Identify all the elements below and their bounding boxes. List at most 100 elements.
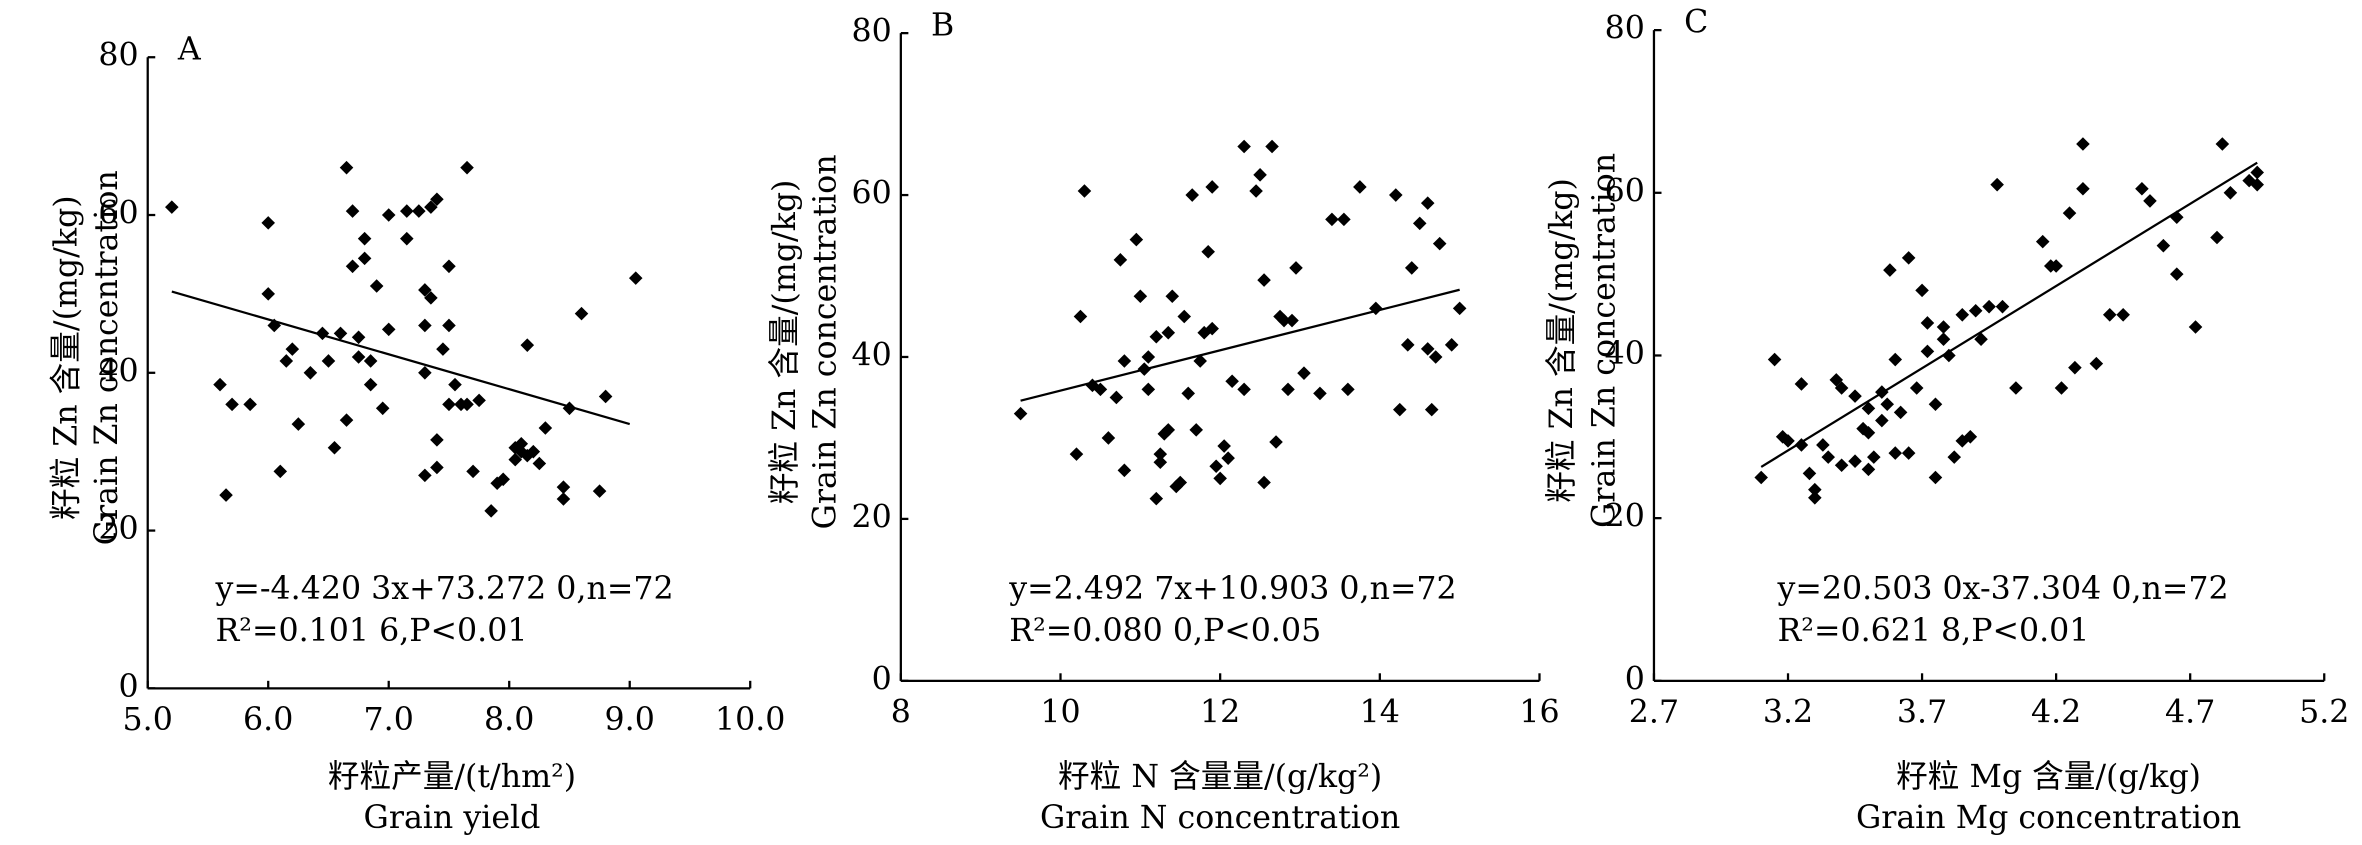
trend-line [1760,161,2258,468]
point [1213,471,1227,486]
point [2068,360,2082,375]
point [1808,491,1822,505]
point [339,413,354,427]
point [400,204,414,218]
point [1982,299,1996,314]
point [1816,438,1830,452]
point [1013,406,1028,421]
point [418,318,432,333]
point [1990,177,2004,192]
point [357,251,372,266]
point [1205,180,1219,194]
point [2188,320,2203,334]
point [1968,303,1983,318]
y-axis-label: Grain Zn concentration [89,170,125,545]
point [1265,139,1279,154]
point [1253,168,1267,182]
y-tick-label: 20 [98,511,138,547]
point [1077,184,1092,198]
point [1821,450,1836,464]
point [472,393,486,408]
point [628,271,643,285]
point [363,354,378,368]
point [1444,338,1459,352]
point [1129,232,1144,247]
point [267,318,282,333]
point [430,433,444,447]
point [261,216,275,230]
panel-label: C [1684,5,1708,41]
point [442,318,456,333]
point [375,401,390,416]
point [315,326,330,341]
point [219,488,233,502]
y-tick-label: 60 [852,176,892,212]
y-tick-label: 0 [872,661,892,697]
point [1209,459,1223,474]
point [1432,236,1447,251]
point [1424,402,1439,417]
point [400,231,414,246]
point [1093,382,1108,397]
point [1161,325,1176,340]
point [1249,184,1263,198]
point [1149,491,1164,506]
point [2135,181,2149,196]
y-tick-label: 0 [119,669,139,705]
point [1201,244,1215,259]
point [345,259,360,274]
x-tick-label: 12 [1200,694,1240,730]
point [1420,196,1435,210]
point [1153,455,1168,470]
point [261,287,275,301]
x-tick-label: 6.0 [243,702,293,738]
point [2102,308,2117,322]
x-axis-label: 籽粒产量/(t/hm²) [328,759,576,795]
point [1141,382,1156,397]
point [1955,308,1970,322]
point [1257,273,1271,287]
point [418,366,432,380]
point [1936,320,1951,334]
point [1848,389,1862,403]
point [273,464,288,479]
point [532,456,547,471]
equation: y=2.492 7x+10.903 0,n=72 [1008,571,1456,607]
point [1861,462,1876,477]
x-tick-label: 3.7 [1897,694,1947,730]
point [1137,362,1152,376]
point [1225,374,1239,389]
point [1193,354,1207,368]
y-tick-label: 60 [98,196,138,232]
y-tick-label: 0 [1625,661,1645,697]
point [2250,165,2264,180]
point [1109,390,1124,405]
point [291,417,306,431]
x-axis-label: Grain N concentration [1040,800,1400,836]
point [418,468,432,483]
point [2156,238,2171,253]
point [1963,430,1978,444]
y-tick-label: 40 [98,353,138,389]
point [556,492,571,506]
point [1995,299,2010,314]
panel-label: B [931,8,954,44]
point [1221,451,1235,465]
equation: y=20.503 0x-37.304 0,n=72 [1776,571,2228,607]
y-tick-label: 80 [852,14,892,50]
point [1861,401,1876,416]
point [1428,350,1443,364]
trend-line [171,290,631,426]
point [1947,450,1962,464]
point [279,354,294,368]
point [1189,423,1203,437]
point [1848,454,1862,468]
point [1085,378,1100,393]
point [1928,397,1943,412]
point [2062,206,2077,220]
x-tick-label: 4.2 [2031,694,2081,730]
point [363,377,378,392]
point [2076,137,2090,151]
point [1974,332,1988,346]
point [339,160,354,175]
